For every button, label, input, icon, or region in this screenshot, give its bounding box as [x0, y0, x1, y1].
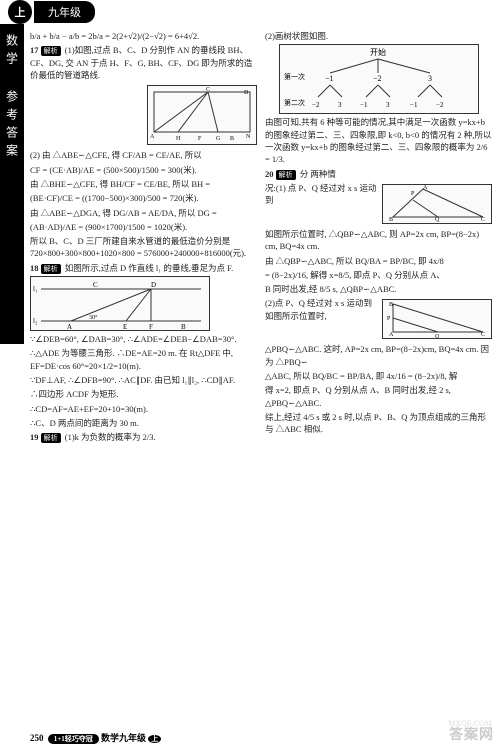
q17-e: (BE·CF)/CE = ((1700−500)×300)/500 = 720(…	[30, 192, 257, 204]
r4: 如图所示位置时, △QBP∽△ABC, 则 AP=2x cm, BP=(8−2x…	[265, 228, 492, 253]
q17-tag: 解析	[41, 46, 61, 56]
svg-text:Q: Q	[435, 334, 440, 338]
svg-text:3: 3	[428, 74, 432, 83]
q18-tag: 解析	[41, 264, 61, 274]
q17-h: 所以 B、C、D 三厂所建自来水管道的最低造价分别是 720×800+300×8…	[30, 235, 257, 260]
q18-b: ∵∠DEB=60°, ∠DAB=30°, ∴∠ADE=∠DEB−∠DAB=30°…	[30, 333, 257, 345]
q17-num: 17	[30, 45, 39, 55]
left-column: b/a + b/a − a/b = 2b/a = 2(2+√2)/(2−√2) …	[30, 28, 257, 720]
r1: (2)画树状图如图.	[265, 30, 492, 42]
svg-text:开始: 开始	[370, 47, 386, 57]
q18-d: ∵DF⊥AF, ∴∠DFB=90°. ∴AC∥DF. 由已知 l₁∥l₂, ∴C…	[30, 374, 257, 386]
svg-text:−1: −1	[410, 101, 418, 109]
svg-text:D: D	[151, 281, 156, 289]
svg-text:N: N	[246, 134, 251, 140]
svg-text:F: F	[198, 136, 202, 142]
q19-num: 19	[30, 432, 39, 442]
r12: 综上,经过 4/5 s 或 2 s 时,以点 P、B、Q 为顶点组成的三角形与 …	[265, 411, 492, 436]
book-badge: 1+1轻巧夺冠	[48, 734, 99, 744]
q18-num: 18	[30, 263, 39, 273]
r11: 得 x=2, 即点 P、Q 分别从点 A、B 同时出发,经 2 s, △PBQ∽…	[265, 384, 492, 409]
svg-text:C: C	[206, 87, 210, 93]
q17-b: (2) 由 △ABE∽△CFE, 得 CF/AB = CE/AE, 所以	[30, 149, 257, 161]
svg-text:P: P	[411, 191, 415, 197]
svg-text:第二次: 第二次	[284, 98, 305, 107]
q19-a: (1)k 为负数的概率为 2/3.	[65, 432, 156, 442]
svg-text:−2: −2	[436, 101, 444, 109]
q17-f: 由 △ABE∽△DGA, 得 DG/AB = AE/DA, 所以 DG =	[30, 207, 257, 219]
svg-text:3: 3	[338, 101, 342, 109]
header-circle: 上	[8, 0, 32, 24]
svg-text:C: C	[481, 332, 485, 338]
svg-text:第一次: 第一次	[284, 72, 305, 81]
svg-text:A: A	[389, 332, 394, 338]
svg-text:C: C	[481, 217, 485, 223]
figure-q20a: B P A Q C	[382, 184, 492, 224]
footer-title: 数学九年级	[101, 733, 146, 743]
svg-text:B: B	[230, 136, 234, 142]
q18-c: ∴△ADE 为等腰三角形. ∴DE=AE=20 m. 在 Rt△DFE 中, E…	[30, 347, 257, 372]
q17-g: (AB·AD)/AE = (900×1700)/1500 = 1020(米).	[30, 221, 257, 233]
watermark-main: 答案网	[449, 724, 494, 744]
footer-vol: 上	[148, 735, 161, 743]
r5: 由 △QBP∽△ABC, 所以 BQ/BA = BP/BC, 即 4x/8	[265, 255, 492, 267]
q20-sub: 分 两种情	[300, 169, 336, 179]
svg-text:B: B	[181, 323, 186, 330]
q17-d: 由 △BHE∽△CFE, 得 BH/CF = CE/BE, 所以 BH =	[30, 178, 257, 190]
svg-text:Q: Q	[435, 217, 440, 223]
r2: 由图可知,共有 6 种等可能的情况,其中满足一次函数 y=kx+b 的图象经过第…	[265, 116, 492, 165]
sidebar-title: 数学 参考答案	[0, 24, 24, 344]
q17-a: (1)如图,过点 B、C、D 分别作 AN 的垂线段 BH、CF、DG, 交 A…	[30, 45, 252, 80]
footer: 250 1+1轻巧夺冠 数学九年级 上	[30, 731, 161, 744]
header-tab: 九年级	[34, 1, 95, 23]
svg-text:A: A	[423, 185, 428, 191]
page-number: 250	[30, 733, 44, 743]
svg-text:E: E	[123, 323, 127, 330]
svg-text:−1: −1	[325, 74, 334, 83]
q20-num: 20	[265, 169, 274, 179]
r7: B 同时出发,经 8/5 s, △QBP∽△ABC.	[265, 283, 492, 295]
svg-text:C: C	[93, 281, 98, 289]
svg-text:F: F	[149, 323, 153, 330]
svg-text:A: A	[150, 134, 155, 140]
right-column: (2)画树状图如图. 开始 第一次 −1 −2 3 第二次 −2 3 −1 3 −1 −2…	[265, 28, 492, 720]
svg-text:l₂: l₂	[33, 317, 38, 325]
svg-text:D: D	[244, 90, 249, 96]
figure-q18: l₁ l₂ C D A 30° E F B	[30, 276, 210, 331]
r6: = (8−2x)/16, 解得 x=8/5, 即点 P、Q 分别从点 A、	[265, 269, 492, 281]
eq-line: b/a + b/a − a/b = 2b/a = 2(2+√2)/(2−√2) …	[30, 30, 257, 42]
svg-text:−2: −2	[373, 74, 382, 83]
svg-text:30°: 30°	[89, 314, 98, 321]
svg-text:−1: −1	[360, 101, 368, 109]
svg-text:−2: −2	[312, 101, 320, 109]
figure-q17: A N C D H F G B	[147, 85, 257, 145]
svg-text:P: P	[387, 316, 391, 322]
q18-a: 如图所示,过点 D 作直线 l₁ 的垂线,垂足为点 F.	[65, 263, 234, 273]
svg-text:H: H	[176, 136, 181, 142]
r10: △ABC, 所以 BQ/BC = BP/BA, 即 4x/16 = (8−2x)…	[265, 370, 492, 382]
q18-e: ∴四边形 ACDF 为矩形.	[30, 388, 257, 400]
svg-text:A: A	[67, 323, 72, 330]
figure-q20b: B P A Q C	[382, 299, 492, 339]
svg-text:B: B	[389, 217, 393, 223]
q19-tag: 解析	[41, 433, 61, 443]
q17-c: CF = (CE·AB)/AE = (500×500)/1500 = 300(米…	[30, 164, 257, 176]
q20-tag: 解析	[276, 170, 296, 180]
q18-f: ∴CD=AF=AE+EF=20+10=30(m).	[30, 403, 257, 415]
q18-g: ∴C、D 两点间的距离为 30 m.	[30, 417, 257, 429]
svg-text:3: 3	[386, 101, 390, 109]
svg-text:B: B	[389, 302, 393, 308]
r9: △PBQ∽△ABC. 这时, AP=2x cm, BP=(8−2x)cm, BQ…	[265, 343, 492, 368]
svg-text:l₁: l₁	[33, 285, 37, 293]
figure-tree: 开始 第一次 −1 −2 3 第二次 −2 3 −1 3 −1 −2	[279, 44, 479, 114]
svg-text:G: G	[216, 136, 221, 142]
